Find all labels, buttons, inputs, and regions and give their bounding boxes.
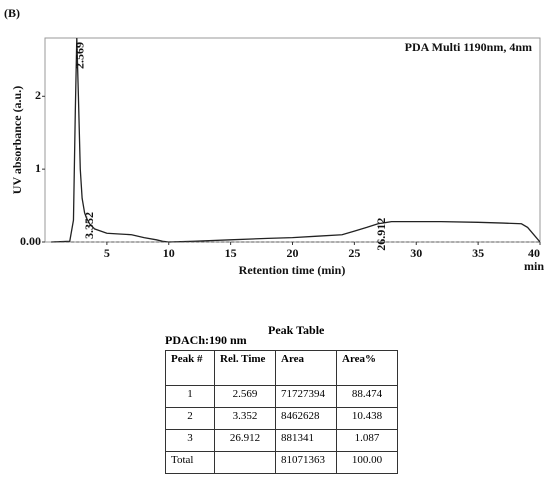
trace-line: [51, 38, 540, 243]
table-cell: 100.00: [336, 451, 398, 474]
peak-label: 3.352: [82, 212, 96, 239]
header-cell: Area: [275, 350, 337, 386]
x-tick-label: 30: [410, 246, 422, 260]
plot-frame: [44, 37, 541, 243]
peak-label: 2.569: [73, 42, 87, 69]
table-cell: 8462628: [275, 407, 337, 430]
table-cell: 2: [165, 407, 215, 430]
table-cell: [214, 451, 276, 474]
table-cell: 881341: [275, 429, 337, 452]
table-channel: PDACh:190 nm: [165, 333, 247, 347]
chart: (B) PDA Multi 1190nm, 4nm Retention time…: [4, 6, 544, 277]
x-unit-label: min: [524, 259, 544, 273]
y-tick-label: 1: [35, 161, 41, 175]
header-cell: Peak #: [165, 350, 215, 386]
plot-area: [51, 38, 540, 243]
x-tick-label: 40: [528, 246, 540, 260]
table-cell: 10.438: [336, 407, 398, 430]
table-cell: 3: [165, 429, 215, 452]
y-tick-label: 0.00: [20, 234, 41, 248]
table-cell: 2.569: [214, 385, 276, 408]
x-tick-label: 20: [287, 246, 299, 260]
x-tick-label: 15: [225, 246, 237, 260]
panel-label: (B): [4, 6, 20, 20]
table-cell: 81071363: [275, 451, 337, 474]
chart-title: PDA Multi 1190nm, 4nm: [405, 40, 532, 54]
table-title: Peak Table: [268, 323, 325, 337]
table-row: 1 2.569 71727394 88.474: [165, 385, 398, 408]
peak-label: 26.912: [374, 218, 388, 251]
x-tick-label: 5: [104, 246, 110, 260]
table-cell: 71727394: [275, 385, 337, 408]
table-cell: 1.087: [336, 429, 398, 452]
header-cell: Area%: [336, 350, 398, 386]
table-cell: 3.352: [214, 407, 276, 430]
y-axis-label: UV absorbance (a.u.): [10, 86, 24, 194]
x-tick-label: 35: [472, 246, 484, 260]
y-tick-label: 2: [35, 88, 41, 102]
table-cell: 88.474: [336, 385, 398, 408]
x-axis-label: Retention time (min): [239, 263, 346, 277]
table-row: 2 3.352 8462628 10.438: [165, 407, 398, 430]
table-header: Peak # Rel. Time Area Area%: [165, 350, 398, 386]
table-row: 3 26.912 881341 1.087: [165, 429, 398, 452]
table-cell: 26.912: [214, 429, 276, 452]
table-row: Total 81071363 100.00: [165, 451, 398, 474]
x-tick-label: 10: [163, 246, 175, 260]
peak-table: Peak # Rel. Time Area Area% 1 2.569 717273…: [165, 350, 398, 474]
x-tick-label: 25: [348, 246, 360, 260]
table-cell: 1: [165, 385, 215, 408]
table-cell: Total: [165, 451, 215, 474]
header-cell: Rel. Time: [214, 350, 276, 386]
